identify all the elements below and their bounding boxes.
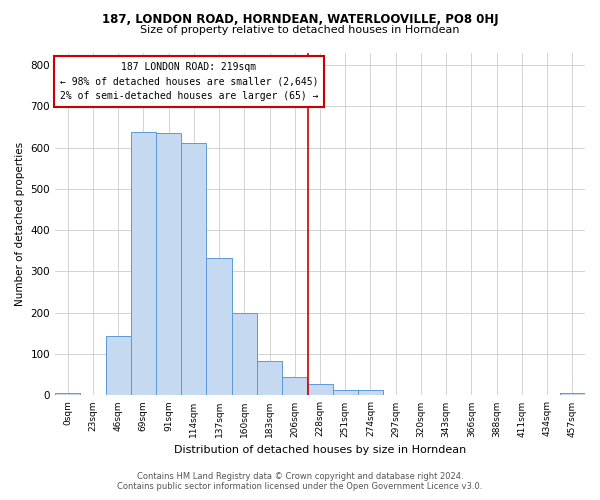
Bar bbox=[55, 394, 80, 396]
Text: Size of property relative to detached houses in Horndean: Size of property relative to detached ho… bbox=[140, 25, 460, 35]
Bar bbox=[106, 336, 131, 396]
Text: Contains HM Land Registry data © Crown copyright and database right 2024.
Contai: Contains HM Land Registry data © Crown c… bbox=[118, 472, 482, 491]
Bar bbox=[156, 134, 181, 396]
Text: 187, LONDON ROAD, HORNDEAN, WATERLOOVILLE, PO8 0HJ: 187, LONDON ROAD, HORNDEAN, WATERLOOVILL… bbox=[101, 12, 499, 26]
Bar bbox=[181, 144, 206, 396]
Bar bbox=[257, 360, 282, 396]
Bar bbox=[358, 390, 383, 396]
Bar bbox=[206, 258, 232, 396]
X-axis label: Distribution of detached houses by size in Horndean: Distribution of detached houses by size … bbox=[174, 445, 466, 455]
Bar bbox=[332, 390, 358, 396]
Y-axis label: Number of detached properties: Number of detached properties bbox=[15, 142, 25, 306]
Bar bbox=[232, 313, 257, 396]
Bar bbox=[131, 132, 156, 396]
Bar bbox=[307, 384, 332, 396]
Text: 187 LONDON ROAD: 219sqm
← 98% of detached houses are smaller (2,645)
2% of semi-: 187 LONDON ROAD: 219sqm ← 98% of detache… bbox=[59, 62, 318, 101]
Bar bbox=[560, 394, 585, 396]
Bar bbox=[282, 377, 307, 396]
